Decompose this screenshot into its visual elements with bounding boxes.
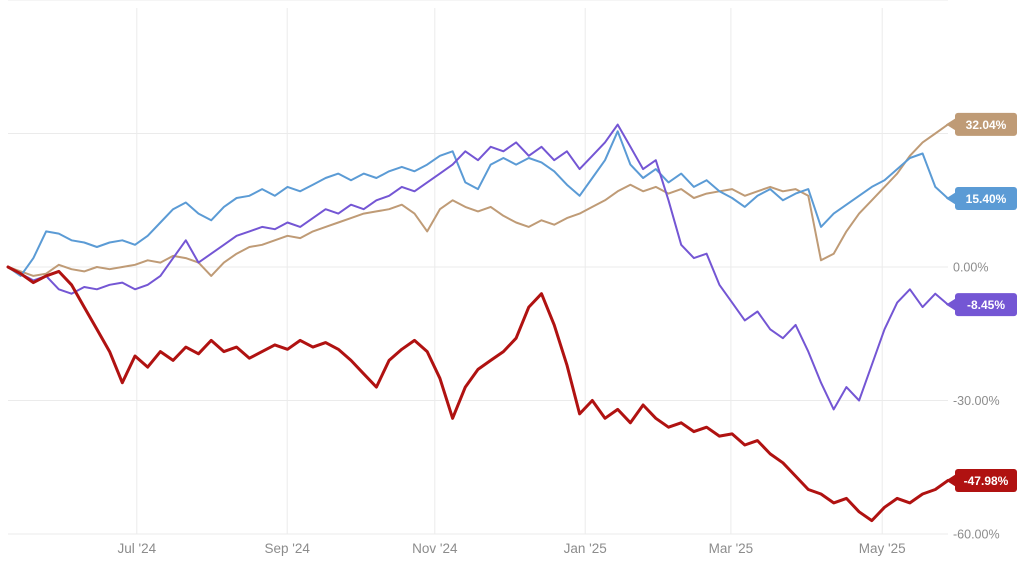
badge-arrow-tan: [946, 117, 957, 132]
series-line-blue: [7, 130, 949, 277]
badge-arrow-purple: [946, 297, 957, 312]
x-axis-label: Nov '24: [412, 541, 458, 556]
x-axis-label: Mar '25: [709, 541, 754, 556]
x-axis-label: Jan '25: [564, 541, 607, 556]
y-axis-label: -60.00%: [953, 528, 1000, 542]
end-value-badge-red: -47.98%: [946, 469, 1017, 493]
badge-arrow-red: [946, 473, 957, 488]
series-line-red: [6, 265, 950, 523]
end-value-badge-tan: 32.04%: [946, 112, 1017, 136]
badge-value-red: -47.98%: [964, 474, 1009, 488]
badge-value-blue: 15.40%: [966, 192, 1007, 206]
y-axis-label: 0.00%: [953, 261, 988, 275]
badge-body-tan: [955, 112, 1017, 136]
x-axis-label: Sep '24: [265, 541, 311, 556]
end-value-badge-blue: 15.40%: [946, 186, 1017, 210]
series-line-tan: [7, 123, 949, 277]
x-axis-label: Jul '24: [117, 541, 156, 556]
badge-body-red: [955, 469, 1017, 493]
series-line-purple: [7, 123, 949, 411]
badge-body-purple: [955, 293, 1017, 317]
badge-arrow-blue: [946, 191, 957, 206]
end-value-badge-purple: -8.45%: [946, 293, 1017, 317]
y-axis-label: -30.00%: [953, 394, 1000, 408]
badge-body-blue: [955, 186, 1017, 210]
badge-value-tan: 32.04%: [966, 118, 1007, 132]
x-axis-label: May '25: [859, 541, 906, 556]
badge-value-purple: -8.45%: [967, 298, 1005, 312]
